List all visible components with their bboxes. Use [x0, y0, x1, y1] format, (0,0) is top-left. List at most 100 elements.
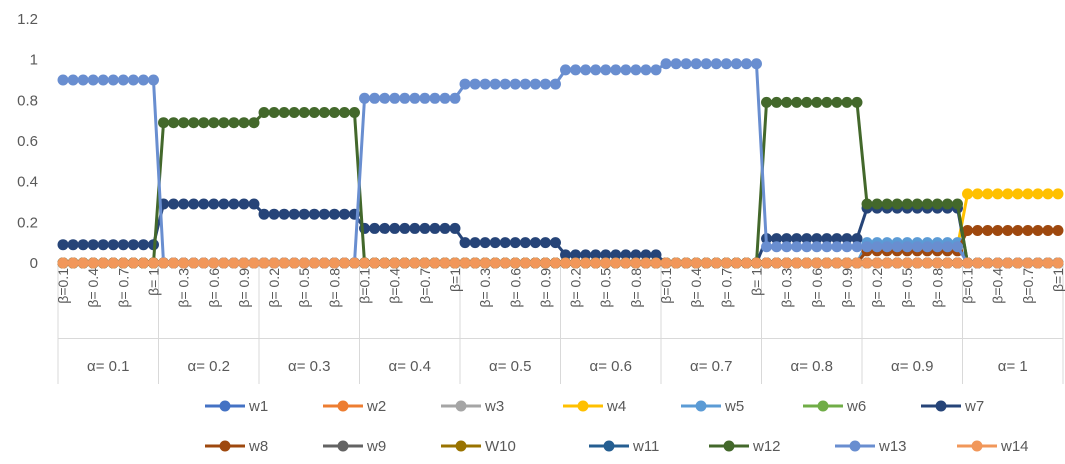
data-point [379, 222, 391, 234]
data-point [740, 257, 752, 269]
data-point [1002, 257, 1014, 269]
data-point [158, 257, 170, 269]
data-point [409, 92, 421, 104]
x-tick-label: β=0.4 [387, 268, 403, 304]
data-point [851, 257, 863, 269]
data-point [288, 107, 300, 119]
data-point [137, 257, 149, 269]
y-tick-label: 1 [30, 52, 38, 69]
legend-label: w11 [632, 438, 659, 455]
x-tick-label: β= 0.6 [206, 268, 222, 308]
data-point [1032, 188, 1044, 200]
legend-marker [817, 400, 829, 412]
x-group-label: α= 0.8 [791, 358, 833, 375]
data-point [1052, 257, 1064, 269]
data-point [570, 257, 582, 269]
data-point [459, 237, 471, 249]
data-point [77, 257, 89, 269]
data-point [308, 208, 320, 220]
data-point [168, 117, 180, 129]
data-point [218, 198, 230, 210]
x-tick-label: β=0.1 [960, 268, 976, 304]
data-point [740, 58, 752, 70]
data-point [640, 64, 652, 76]
data-point [57, 74, 69, 86]
x-group-label: α= 1 [998, 358, 1028, 375]
data-point [891, 241, 903, 253]
x-group-label: α= 0.6 [590, 358, 632, 375]
data-point [509, 257, 521, 269]
data-point [389, 257, 401, 269]
data-point [288, 257, 300, 269]
data-point [841, 241, 853, 253]
data-point [580, 257, 592, 269]
x-tick-label: β=0.1 [658, 268, 674, 304]
data-point [801, 241, 813, 253]
data-point [750, 58, 762, 70]
data-point [811, 241, 823, 253]
data-point [57, 239, 69, 251]
x-tick-label: β=0.7 [417, 268, 433, 304]
data-point [972, 188, 984, 200]
data-point [67, 239, 79, 251]
x-group-labels: α= 0.1 α= 0.2 α= 0.3 α= 0.4 α= 0.5 α= 0.6 α= 0… [87, 358, 1028, 375]
data-point [409, 257, 421, 269]
data-point [1012, 224, 1024, 236]
x-tick-label: β= 0.6 [809, 268, 825, 308]
data-point [992, 257, 1004, 269]
x-tick-label: β=0.7 [1020, 268, 1036, 304]
data-point [821, 96, 833, 108]
legend-marker [455, 440, 467, 452]
x-tick-label: β= 0.7 [115, 268, 131, 308]
series-line [63, 62, 1058, 265]
legend-item-w3: w3 [441, 398, 504, 415]
x-tick-label: β=0.4 [990, 268, 1006, 304]
data-point [771, 233, 783, 245]
data-point [650, 257, 662, 269]
data-point [640, 257, 652, 269]
data-point [570, 249, 582, 261]
data-point [489, 237, 501, 249]
data-point [429, 222, 441, 234]
legend-marker [219, 400, 231, 412]
data-point [318, 257, 330, 269]
data-point [690, 257, 702, 269]
data-point [97, 257, 109, 269]
data-point [630, 249, 642, 261]
data-point [811, 96, 823, 108]
data-point [489, 78, 501, 90]
legend-label: w9 [366, 438, 386, 455]
data-point [600, 64, 612, 76]
data-point [87, 74, 99, 86]
x-group-label: α= 0.2 [188, 358, 230, 375]
data-point [198, 117, 210, 129]
x-tick-label: β=1 [1050, 268, 1065, 292]
data-point [650, 249, 662, 261]
legend-label: W10 [485, 438, 516, 455]
data-point [590, 249, 602, 261]
data-point [308, 107, 320, 119]
data-point [509, 237, 521, 249]
legend-label: w4 [606, 398, 626, 415]
x-tick-label: β= 0.8 [929, 268, 945, 308]
data-point [791, 96, 803, 108]
data-point [188, 198, 200, 210]
data-point [720, 58, 732, 70]
data-point [982, 188, 994, 200]
data-point [560, 64, 572, 76]
data-point [97, 239, 109, 251]
data-point [771, 257, 783, 269]
data-point [650, 64, 662, 76]
data-point [901, 241, 913, 253]
data-point [801, 233, 813, 245]
data-point [660, 58, 672, 70]
data-point [248, 257, 260, 269]
legend-marker [723, 440, 735, 452]
data-point [1042, 257, 1054, 269]
data-point [750, 257, 762, 269]
data-point [580, 249, 592, 261]
data-point [771, 96, 783, 108]
data-point [590, 64, 602, 76]
legend-label: w7 [964, 398, 984, 415]
legend-item-w9: w9 [323, 438, 386, 455]
